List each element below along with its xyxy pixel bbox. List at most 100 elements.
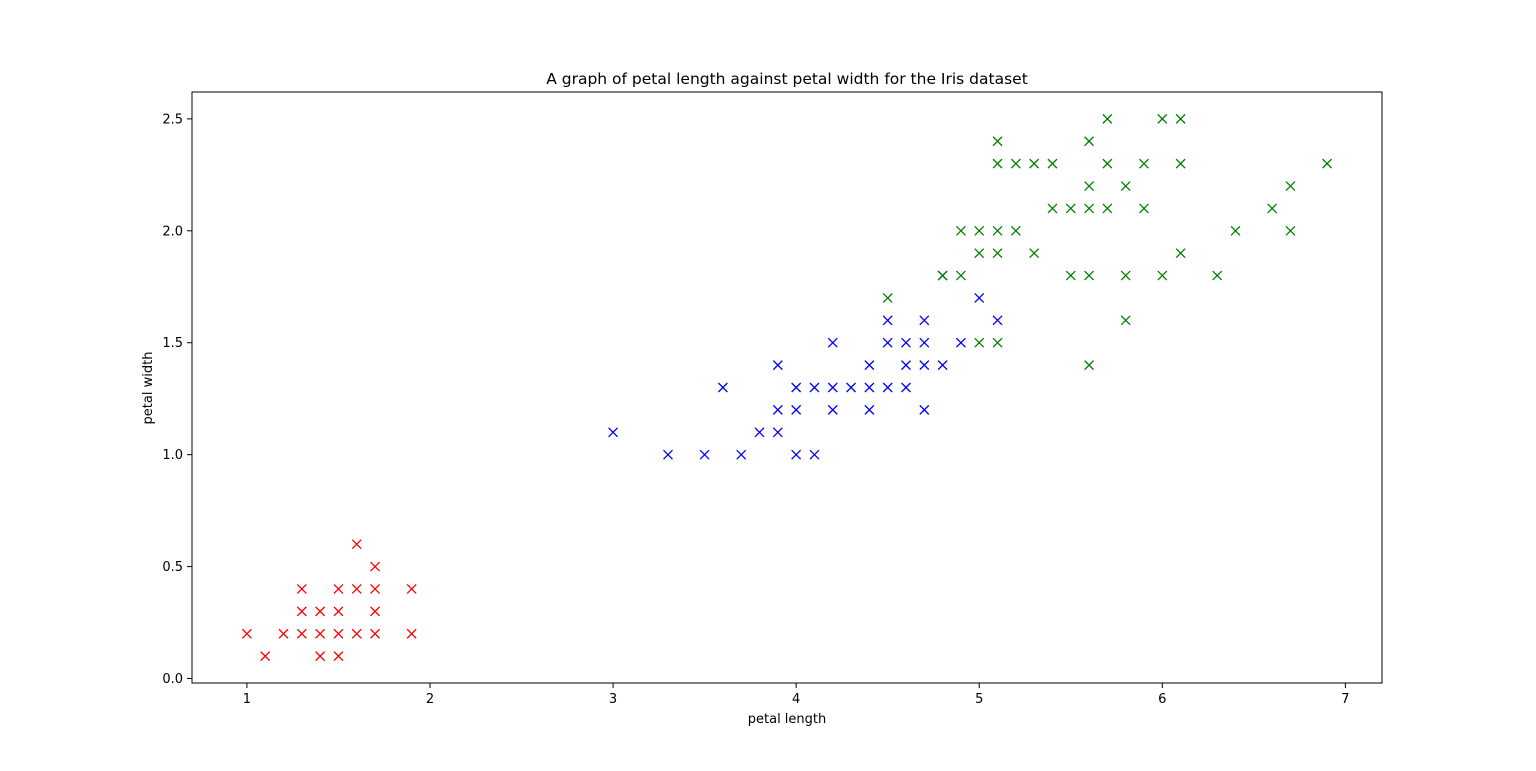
data-point bbox=[955, 225, 966, 236]
data-point bbox=[608, 427, 619, 438]
data-point bbox=[241, 628, 252, 639]
data-point bbox=[864, 360, 875, 371]
data-point bbox=[260, 651, 271, 662]
data-point bbox=[1047, 158, 1058, 169]
data-point bbox=[1139, 203, 1149, 214]
plot-frame bbox=[191, 91, 1383, 684]
data-marks bbox=[241, 113, 1333, 662]
data-point bbox=[1084, 360, 1095, 371]
data-point bbox=[333, 651, 344, 662]
data-point bbox=[955, 270, 966, 281]
data-point bbox=[937, 360, 948, 371]
y-tick-label: 2.5 bbox=[162, 112, 183, 127]
data-point bbox=[1175, 113, 1186, 124]
data-point bbox=[370, 584, 381, 594]
data-point bbox=[1285, 225, 1296, 236]
y-tick-label: 1.0 bbox=[162, 448, 183, 463]
data-point bbox=[992, 136, 1003, 147]
data-point bbox=[791, 404, 802, 415]
data-point bbox=[901, 360, 911, 371]
data-point bbox=[333, 606, 344, 617]
data-point bbox=[1120, 315, 1131, 326]
data-point bbox=[809, 449, 820, 460]
data-point bbox=[370, 561, 381, 572]
data-point bbox=[406, 628, 417, 639]
data-point bbox=[296, 606, 307, 617]
data-point bbox=[791, 449, 802, 460]
data-point bbox=[1157, 113, 1168, 124]
data-point bbox=[882, 382, 893, 393]
data-point bbox=[901, 382, 911, 393]
y-tick-label: 1.5 bbox=[162, 336, 183, 351]
data-point bbox=[992, 337, 1003, 348]
data-point bbox=[717, 382, 728, 393]
chart-title: A graph of petal length against petal wi… bbox=[546, 70, 1028, 88]
y-tick-label: 2.0 bbox=[162, 224, 183, 239]
data-point bbox=[901, 337, 911, 348]
data-point bbox=[827, 337, 838, 348]
data-point bbox=[882, 337, 893, 348]
data-point bbox=[772, 360, 783, 371]
data-point bbox=[864, 404, 875, 415]
data-point bbox=[1010, 158, 1021, 169]
data-point bbox=[1102, 158, 1113, 169]
data-point bbox=[992, 315, 1003, 326]
data-point bbox=[351, 584, 362, 594]
data-point bbox=[1139, 158, 1149, 169]
data-point bbox=[1120, 270, 1131, 281]
y-tick-label: 0.5 bbox=[162, 560, 183, 575]
y-axis-ticks: 0.0 0.5 1.0 1.5 2.0 2.5 bbox=[162, 112, 192, 687]
y-tick-label: 0.0 bbox=[162, 672, 183, 687]
data-point bbox=[1102, 113, 1113, 124]
data-point bbox=[663, 449, 673, 460]
data-point bbox=[370, 606, 381, 617]
data-point bbox=[1322, 158, 1333, 169]
data-point bbox=[699, 449, 710, 460]
data-point bbox=[864, 382, 875, 393]
data-point bbox=[370, 628, 381, 639]
x-axis-ticks: 1 2 3 4 5 6 7 bbox=[243, 683, 1350, 707]
data-point bbox=[315, 606, 326, 617]
data-point bbox=[315, 651, 326, 662]
data-point bbox=[1084, 181, 1095, 191]
y-axis-label: petal width bbox=[141, 352, 156, 425]
data-point bbox=[919, 337, 930, 348]
data-point bbox=[992, 248, 1003, 259]
data-point bbox=[296, 628, 307, 639]
data-point bbox=[351, 539, 362, 550]
x-tick-label: 6 bbox=[1158, 692, 1166, 707]
data-point bbox=[846, 382, 857, 393]
data-point bbox=[992, 158, 1003, 169]
data-point bbox=[278, 628, 289, 639]
data-point bbox=[772, 404, 783, 415]
data-point bbox=[333, 628, 344, 639]
data-point bbox=[1175, 158, 1186, 169]
data-point bbox=[919, 404, 930, 415]
data-point bbox=[1084, 203, 1095, 214]
data-point bbox=[992, 225, 1003, 236]
x-tick-label: 5 bbox=[975, 692, 983, 707]
data-point bbox=[974, 292, 985, 303]
data-point bbox=[351, 628, 362, 639]
data-point bbox=[827, 404, 838, 415]
data-point bbox=[1212, 270, 1223, 281]
data-point bbox=[1267, 203, 1278, 214]
data-point bbox=[1065, 270, 1076, 281]
data-point bbox=[406, 584, 417, 594]
data-point bbox=[1084, 270, 1095, 281]
data-point bbox=[1102, 203, 1113, 214]
data-point bbox=[315, 628, 326, 639]
data-point bbox=[1029, 158, 1040, 169]
data-point bbox=[1285, 181, 1296, 191]
data-point bbox=[882, 315, 893, 326]
data-point bbox=[827, 382, 838, 393]
x-tick-label: 1 bbox=[243, 692, 251, 707]
x-tick-label: 3 bbox=[609, 692, 617, 707]
x-tick-label: 7 bbox=[1341, 692, 1349, 707]
data-point bbox=[937, 270, 948, 281]
data-point bbox=[736, 449, 747, 460]
data-point bbox=[919, 315, 930, 326]
data-point bbox=[919, 360, 930, 371]
